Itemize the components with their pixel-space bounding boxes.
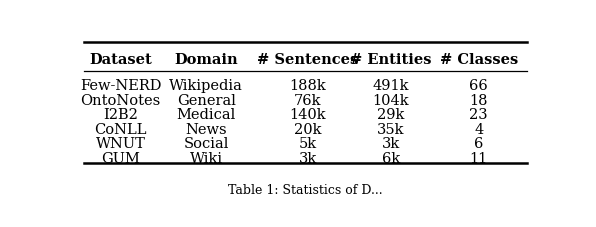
Text: Dataset: Dataset <box>89 53 152 67</box>
Text: 23: 23 <box>470 108 488 122</box>
Text: 188k: 188k <box>290 79 326 93</box>
Text: General: General <box>176 93 235 107</box>
Text: 11: 11 <box>470 151 488 165</box>
Text: Wikipedia: Wikipedia <box>169 79 243 93</box>
Text: 29k: 29k <box>377 108 405 122</box>
Text: 5k: 5k <box>299 137 317 151</box>
Text: Table 1: Statistics of D...: Table 1: Statistics of D... <box>228 183 383 196</box>
Text: 6: 6 <box>474 137 483 151</box>
Text: 6k: 6k <box>382 151 400 165</box>
Text: 66: 66 <box>469 79 488 93</box>
Text: 76k: 76k <box>294 93 321 107</box>
Text: 3k: 3k <box>299 151 317 165</box>
Text: 20k: 20k <box>294 122 321 136</box>
Text: CoNLL: CoNLL <box>94 122 147 136</box>
Text: 3k: 3k <box>382 137 400 151</box>
Text: I2B2: I2B2 <box>103 108 138 122</box>
Text: 104k: 104k <box>372 93 409 107</box>
Text: 491k: 491k <box>372 79 409 93</box>
Text: 18: 18 <box>470 93 488 107</box>
Text: Few-NERD: Few-NERD <box>80 79 162 93</box>
Text: Social: Social <box>184 137 229 151</box>
Text: 140k: 140k <box>290 108 326 122</box>
Text: # Entities: # Entities <box>350 53 432 67</box>
Text: GUM: GUM <box>101 151 140 165</box>
Text: # Classes: # Classes <box>439 53 518 67</box>
Text: Domain: Domain <box>174 53 238 67</box>
Text: 4: 4 <box>474 122 483 136</box>
Text: WNUT: WNUT <box>96 137 145 151</box>
Text: News: News <box>185 122 227 136</box>
Text: Medical: Medical <box>176 108 236 122</box>
Text: Wiki: Wiki <box>190 151 223 165</box>
Text: # Sentences: # Sentences <box>257 53 358 67</box>
Text: OntoNotes: OntoNotes <box>80 93 161 107</box>
Text: 35k: 35k <box>377 122 405 136</box>
